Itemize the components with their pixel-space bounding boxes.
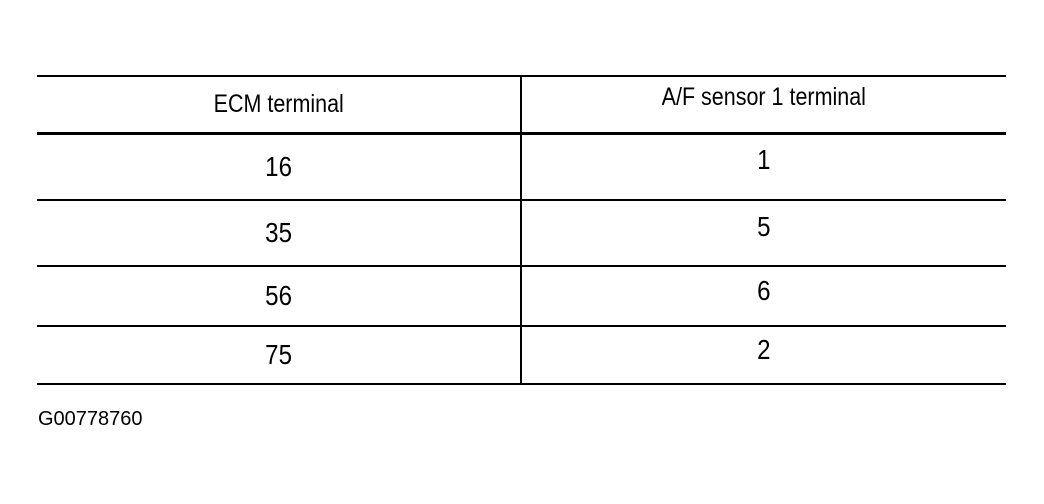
table-cell: 2 bbox=[757, 334, 771, 365]
figure-id-caption: G00778760 bbox=[38, 408, 143, 430]
table-cell: 16 bbox=[265, 151, 292, 182]
table-cell: 35 bbox=[265, 217, 292, 248]
table-cell: 5 bbox=[757, 211, 771, 242]
column-divider bbox=[520, 76, 522, 384]
header-text: ECM terminal bbox=[213, 90, 344, 118]
header-af-sensor-terminal: A/F sensor 1 terminal bbox=[522, 70, 1006, 125]
table-border-bottom bbox=[37, 383, 1006, 385]
header-ecm-terminal: ECM terminal bbox=[37, 77, 520, 132]
header-text: A/F sensor 1 terminal bbox=[661, 83, 867, 111]
table-cell: 1 bbox=[757, 144, 771, 175]
table-cell: 56 bbox=[265, 280, 292, 311]
table-cell: 75 bbox=[265, 339, 292, 370]
table-cell: 6 bbox=[757, 275, 771, 306]
